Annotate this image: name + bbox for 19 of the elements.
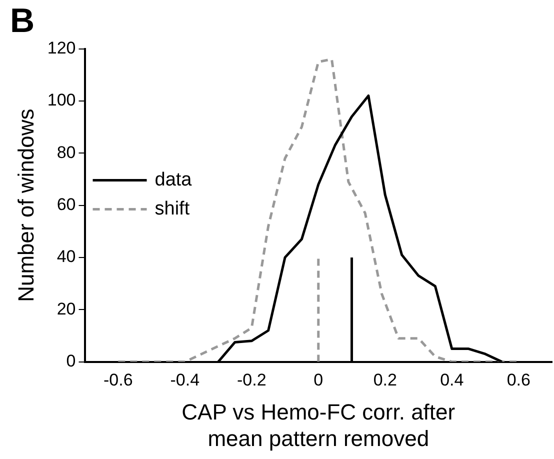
x-tick-label: 0.4: [440, 370, 464, 390]
x-tick-label: 0.6: [506, 370, 530, 390]
legend-label: shift: [154, 198, 190, 220]
legend-label: data: [154, 169, 192, 190]
x-tick-label: -0.2: [236, 370, 266, 390]
y-tick-label: 40: [56, 247, 76, 266]
x-tick-label: 0.2: [373, 370, 397, 390]
y-tick-label: 0: [66, 351, 76, 370]
x-axis-title: CAP vs Hemo-FC corr. after mean pattern removed: [182, 399, 456, 451]
chart-title: B: [10, 2, 35, 40]
y-tick-label: 60: [56, 194, 76, 214]
y-tick-label: 100: [47, 90, 76, 110]
y-axis-title: Number of windows: [13, 108, 38, 302]
y-tick-label: 120: [47, 38, 76, 58]
x-tick-label: -0.4: [170, 370, 200, 390]
y-tick-label: 20: [56, 299, 76, 318]
y-tick-label: 80: [56, 142, 76, 162]
x-tick-label: 0: [314, 370, 324, 390]
x-tick-label: -0.6: [103, 370, 133, 390]
